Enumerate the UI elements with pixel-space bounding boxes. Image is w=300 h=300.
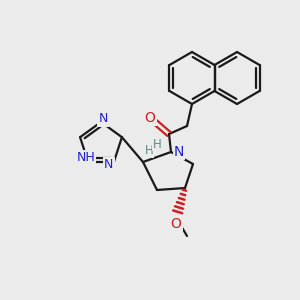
Text: O: O bbox=[171, 217, 182, 231]
Text: N: N bbox=[98, 112, 108, 125]
Text: N: N bbox=[104, 158, 114, 171]
Text: O: O bbox=[145, 111, 155, 125]
Text: H: H bbox=[153, 137, 161, 151]
Text: N: N bbox=[174, 145, 184, 159]
Text: H: H bbox=[145, 145, 153, 158]
Text: NH: NH bbox=[77, 151, 95, 164]
